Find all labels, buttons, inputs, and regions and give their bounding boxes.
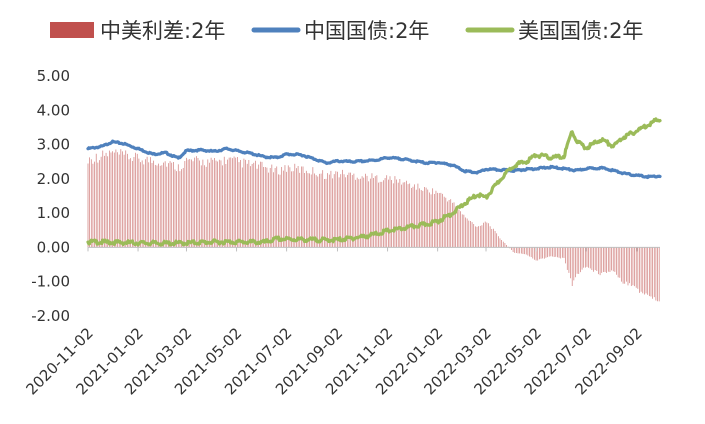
- axes: [87, 246, 660, 252]
- legend-label-us-bond: 美国国债:2年: [518, 19, 643, 43]
- series-lines: [86, 117, 662, 247]
- y-tick-label: 3.00: [37, 136, 70, 154]
- y-tick-label: 1.00: [37, 204, 70, 222]
- y-tick-label: -2.00: [31, 307, 70, 325]
- spread-bars: [87, 149, 660, 302]
- y-tick-label: 2.00: [37, 170, 70, 188]
- line-cn-bond: [86, 139, 662, 180]
- y-tick-label: 0.00: [37, 238, 70, 256]
- legend-label-spread: 中美利差:2年: [100, 19, 225, 43]
- y-tick-label: -1.00: [31, 273, 70, 291]
- line-us-bond: [86, 117, 662, 247]
- legend-swatch-spread: [50, 22, 94, 38]
- y-axis-ticks: 5.00 4.00 3.00 2.00 1.00 0.00 -1.00 -2.00: [31, 67, 70, 325]
- legend-label-cn-bond: 中国国债:2年: [304, 19, 429, 43]
- y-tick-label: 4.00: [37, 101, 70, 119]
- y-tick-label: 5.00: [37, 67, 70, 85]
- legend: 中美利差:2年 中国国债:2年 美国国债:2年: [50, 19, 643, 43]
- x-axis-ticks: 2020-11-022021-01-022021-03-022021-05-02…: [22, 324, 645, 398]
